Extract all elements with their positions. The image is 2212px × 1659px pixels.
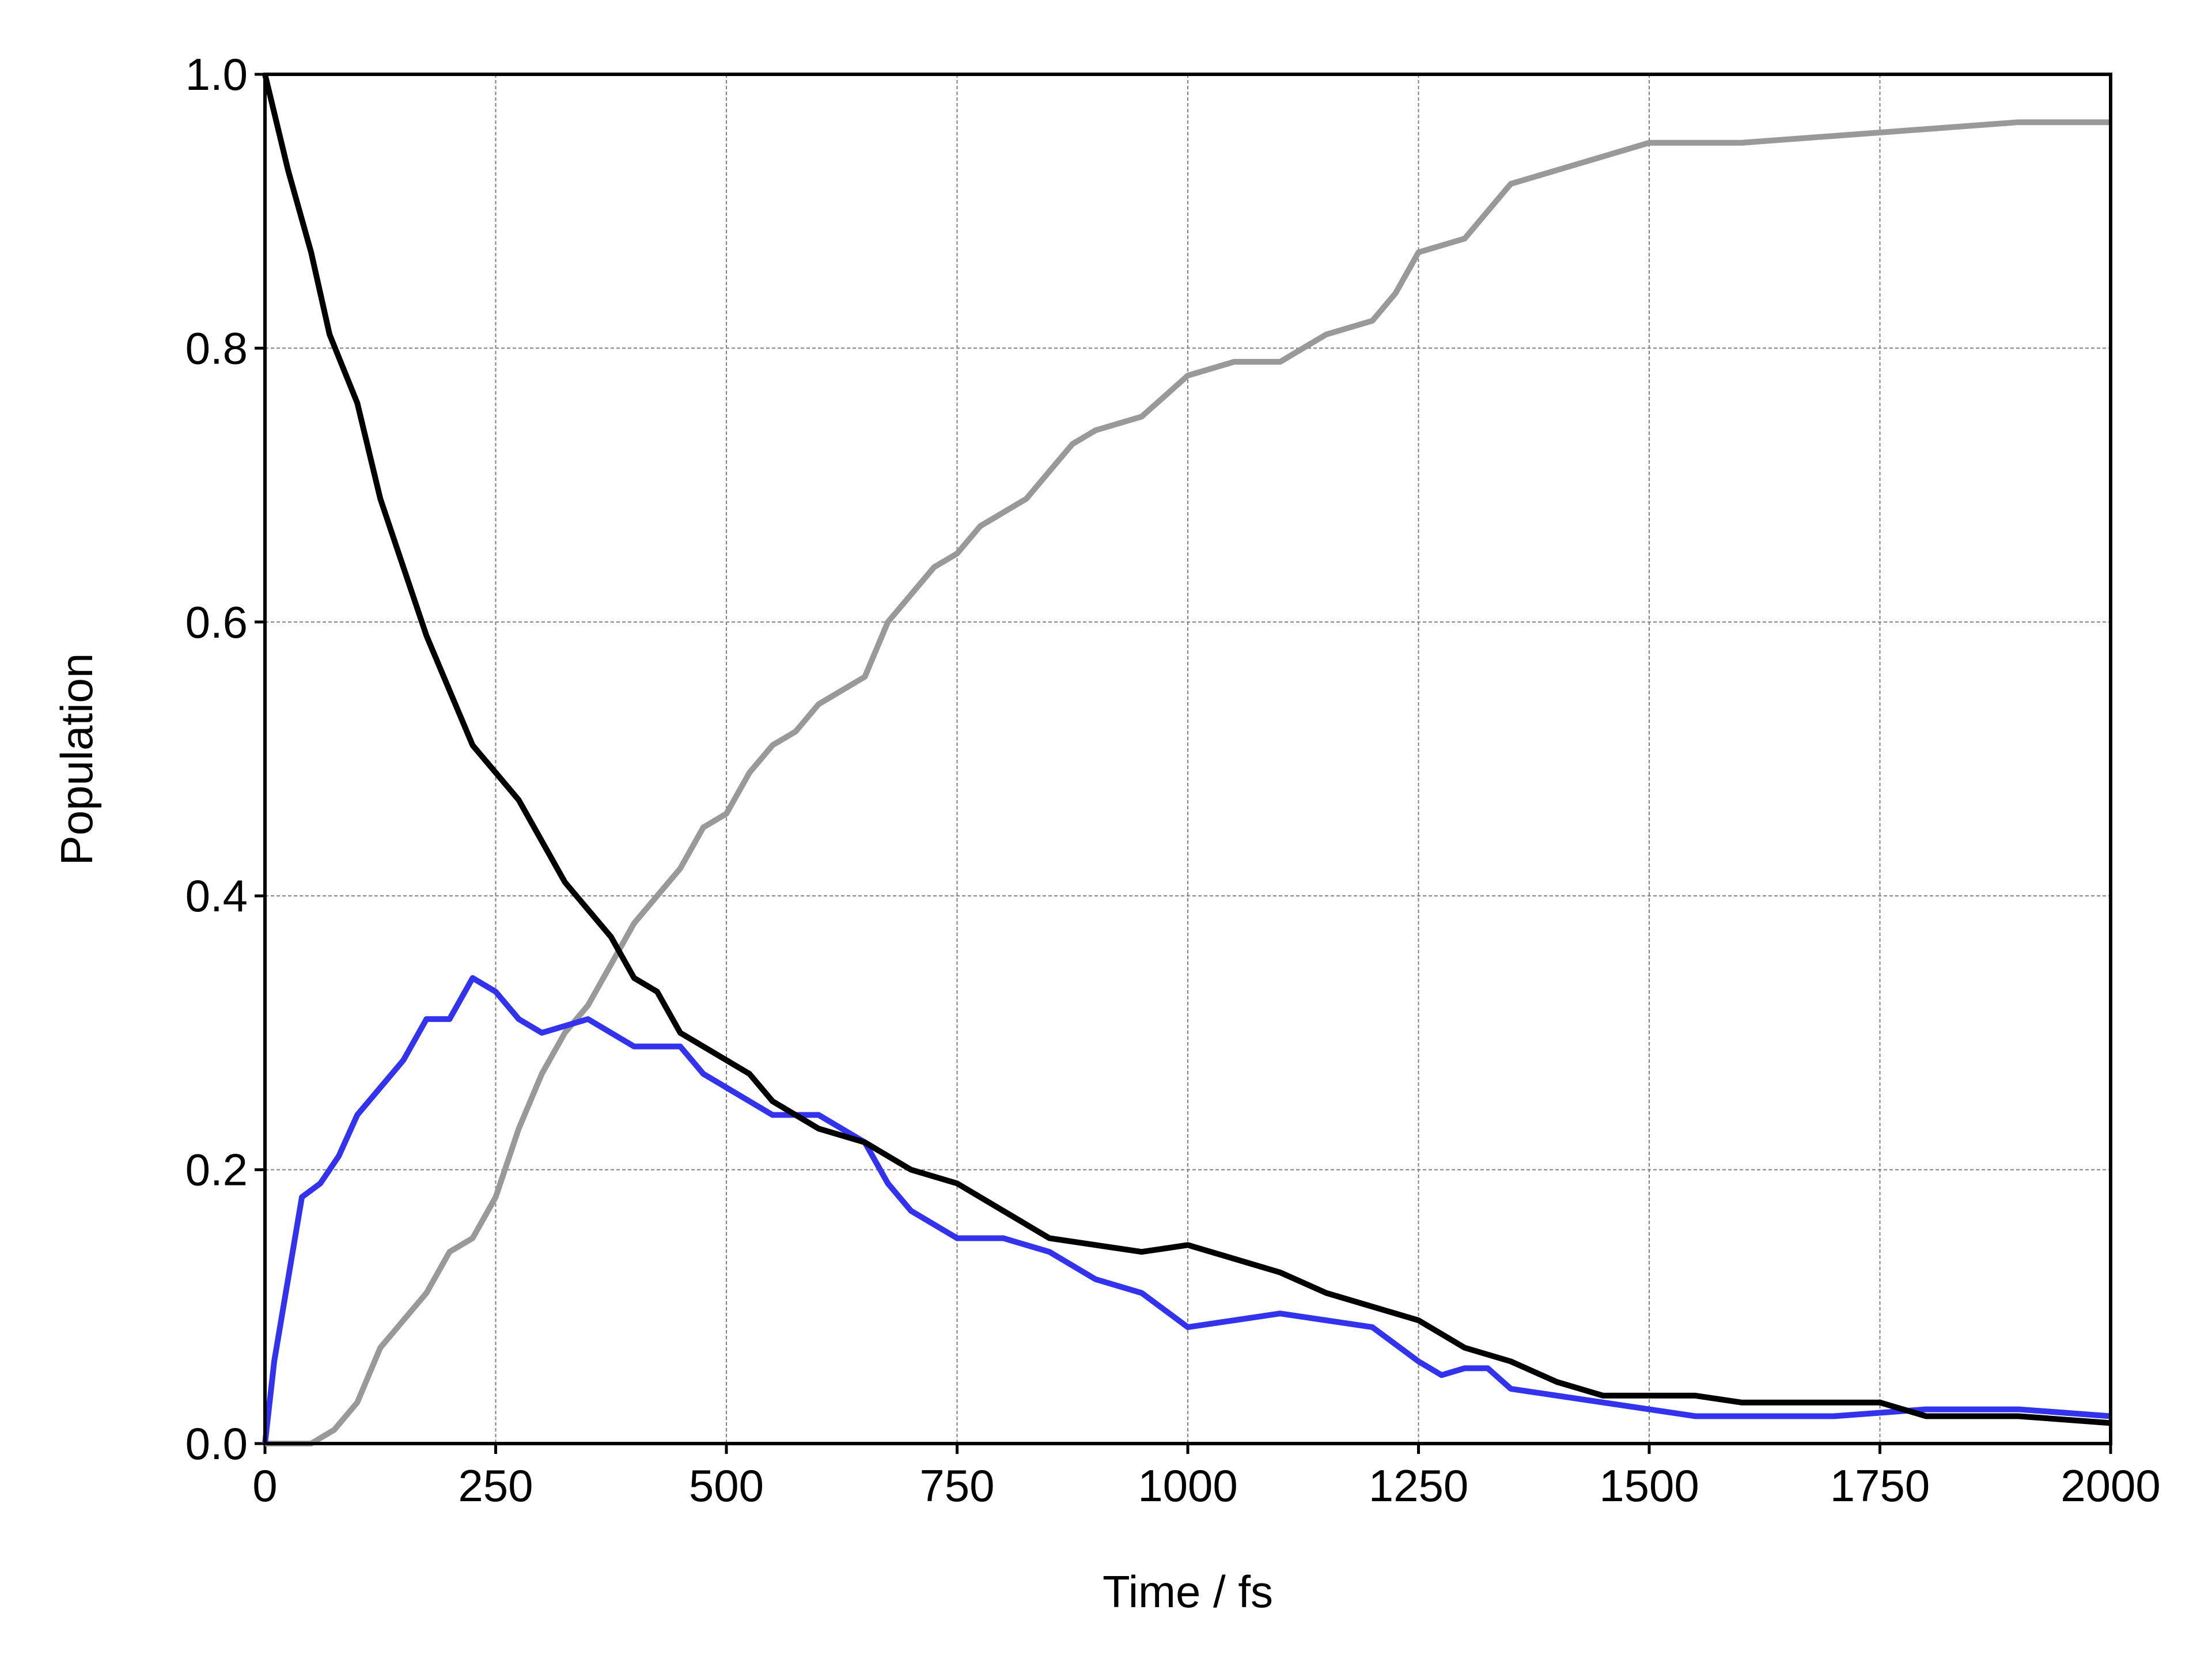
- x-tick-label: 1500: [1599, 1460, 1699, 1511]
- x-tick-label: 1000: [1138, 1460, 1238, 1511]
- plot-frame: [263, 73, 2112, 1445]
- x-tick-label: 500: [689, 1460, 764, 1511]
- x-tick-label: 750: [919, 1460, 994, 1511]
- x-tick-label: 250: [458, 1460, 533, 1511]
- y-axis-label: Population: [51, 653, 102, 866]
- x-tick-label: 0: [252, 1460, 277, 1511]
- x-tick-label: 2000: [2061, 1460, 2161, 1511]
- series-line: [262, 975, 2111, 1444]
- series-line: [262, 73, 2111, 1426]
- y-tick-label: 0.4: [185, 870, 248, 921]
- x-tick-label: 1250: [1369, 1460, 1469, 1511]
- x-tick-label: 1750: [1830, 1460, 1930, 1511]
- y-tick-label: 0.6: [185, 597, 248, 647]
- x-axis-label: Time / fs: [1103, 1566, 1273, 1617]
- y-tick-label: 0.2: [185, 1145, 248, 1195]
- series-line: [265, 119, 2111, 1446]
- y-tick-label: 0.0: [185, 1418, 248, 1469]
- y-tick-label: 0.8: [185, 323, 248, 373]
- y-tick-label: 1.0: [185, 49, 248, 100]
